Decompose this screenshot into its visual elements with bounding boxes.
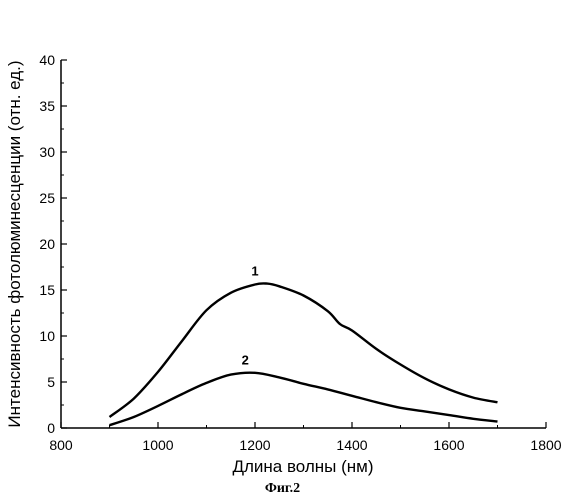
y-tick-label: 10 [39,328,55,344]
curve-labels: 12 [242,263,259,367]
y-tick-label: 20 [39,236,55,252]
y-tick-label: 35 [39,98,55,114]
x-tick-label: 1000 [142,437,173,453]
axis-ticks [60,59,547,429]
y-tick-label: 40 [39,52,55,68]
y-tick-label: 30 [39,144,55,160]
x-tick-label: 1400 [336,437,367,453]
y-tick-label: 15 [39,282,55,298]
x-tick-label: 800 [49,437,73,453]
y-tick-label: 5 [47,374,55,390]
figure-caption: Фиг.2 [264,481,301,496]
curve-label-1: 1 [251,263,258,278]
x-tick-label: 1600 [433,437,464,453]
x-tick-label: 1800 [530,437,561,453]
x-axis-title: Длина волны (нм) [232,457,373,476]
tick-labels: 0 5 10 15 20 25 30 35 40 800 1000 1200 1400 1600 1800 [39,52,561,453]
y-tick-label: 0 [47,420,55,436]
y-axis-title: Интенсивность фотолюминесценции (отн. ед… [5,60,24,427]
series-1-line [108,282,498,418]
plot-area [60,60,546,429]
series-2-line [109,371,498,427]
x-tick-label: 1200 [239,437,270,453]
series-layer [108,282,498,427]
curve-label-2: 2 [242,353,249,368]
y-tick-label: 25 [39,190,55,206]
